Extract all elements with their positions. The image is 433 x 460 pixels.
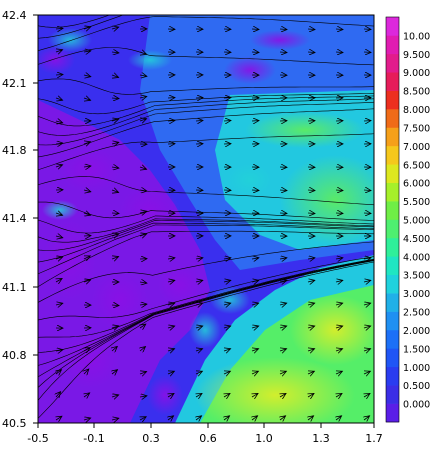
wind-arrow <box>168 121 175 122</box>
colorbar-swatch <box>386 201 399 220</box>
colorbar-swatch <box>386 330 399 349</box>
colorbar-swatch <box>386 146 399 165</box>
colorbar-label: 6.500 <box>403 160 430 171</box>
x-tick-label: 0.6 <box>199 432 217 445</box>
colorbar-swatch <box>386 293 399 312</box>
y-tick-label: 41.1 <box>2 281 27 294</box>
colorbar-swatch <box>386 220 399 239</box>
colorbar-label: 4.000 <box>403 252 430 263</box>
colorbar-label: 3.500 <box>403 271 430 282</box>
colorbar-label: 8.500 <box>403 87 430 98</box>
colorbar-label: 2.000 <box>403 326 430 337</box>
field-low-patch <box>60 148 120 192</box>
colorbar-label: 8.000 <box>403 105 430 116</box>
field-east-peak <box>290 295 380 365</box>
field-mid-patch <box>128 50 172 70</box>
x-tick-label: 1.3 <box>312 432 330 445</box>
colorbar-label: 9.000 <box>403 68 430 79</box>
wind-arrow <box>308 52 315 53</box>
colorbar-label: 2.500 <box>403 308 430 319</box>
field-mid-patch <box>42 200 78 220</box>
colorbar-swatch <box>386 275 399 294</box>
colorbar-label: 1.500 <box>403 344 430 355</box>
colorbar-label: 7.000 <box>403 142 430 153</box>
colorbar-swatch <box>386 367 399 386</box>
field-low-patch <box>158 265 202 305</box>
field-jet-north <box>245 112 365 148</box>
colorbar-label: 7.500 <box>403 123 430 134</box>
colorbar-swatch <box>386 35 399 54</box>
colorbar-swatch <box>386 238 399 257</box>
colorbar: 0.000 0.500 1.000 1.500 2.000 2.500 3.000 3.500… <box>386 17 430 422</box>
field-mid-patch <box>189 312 221 348</box>
colorbar-swatch <box>386 312 399 331</box>
colorbar-swatch <box>386 54 399 73</box>
field-low-patch <box>250 30 310 50</box>
wind-arrow <box>224 121 231 122</box>
y-tick-label: 41.4 <box>2 212 27 225</box>
field-mid-patch <box>228 164 272 196</box>
x-tick-label: 1.0 <box>255 432 273 445</box>
x-tick-label: 1.7 <box>365 432 383 445</box>
colorbar-label: 0.000 <box>403 400 430 411</box>
wind-arrow <box>364 190 371 191</box>
wind-arrow <box>280 29 287 30</box>
colorbar-swatch <box>386 404 399 423</box>
wind-arrow <box>280 190 287 191</box>
colorbar-swatch <box>386 91 399 110</box>
y-tick-label: 40.5 <box>2 417 27 430</box>
wind-arrow <box>308 213 315 214</box>
wind-arrow <box>308 29 315 30</box>
wind-arrow <box>336 52 343 53</box>
colorbar-label: 1.000 <box>403 363 430 374</box>
colorbar-label: 5.500 <box>403 197 430 208</box>
x-axis: -0.5 -0.1 0.3 0.6 1.0 1.3 1.7 <box>27 423 382 445</box>
wind-arrow <box>336 29 343 30</box>
colorbar-swatch <box>386 256 399 275</box>
field-southeast-peak <box>195 357 355 433</box>
y-tick-label: 42.1 <box>2 77 27 90</box>
colorbar-label: 6.000 <box>403 179 430 190</box>
colorbar-swatch <box>386 348 399 367</box>
field-low-patch <box>224 56 276 84</box>
colorbar-label: 10.00 <box>403 31 430 42</box>
colorbar-label: 9.500 <box>403 50 430 61</box>
field-low-patch <box>60 332 120 388</box>
colorbar-label: 4.500 <box>403 234 430 245</box>
x-tick-label: 0.3 <box>142 432 160 445</box>
y-tick-label: 42.4 <box>2 9 27 22</box>
colorbar-swatch <box>386 17 399 36</box>
field-mid-patch <box>210 286 250 314</box>
x-tick-label: -0.1 <box>83 432 104 445</box>
colorbar-label: 5.000 <box>403 216 430 227</box>
x-tick-label: -0.5 <box>27 432 48 445</box>
wind-arrow <box>280 52 287 53</box>
wind-arrow <box>56 75 63 76</box>
field-low-patch <box>147 375 183 415</box>
colorbar-swatch <box>386 164 399 183</box>
y-tick-label: 40.8 <box>2 349 27 362</box>
colorbar-swatch <box>386 72 399 91</box>
wind-field <box>35 15 390 433</box>
y-axis: 40.5 40.8 41.1 41.4 41.8 42.1 42.4 <box>2 9 38 430</box>
field-mid-patch <box>48 28 92 52</box>
colorbar-swatch <box>386 127 399 146</box>
wind-arrow <box>308 190 315 191</box>
colorbar-swatch <box>386 385 399 404</box>
colorbar-swatch <box>386 183 399 202</box>
colorbar-label: 0.500 <box>403 381 430 392</box>
colorbar-swatch <box>386 109 399 128</box>
y-tick-label: 41.8 <box>2 144 27 157</box>
colorbar-label: 3.000 <box>403 289 430 300</box>
wind-arrow <box>336 190 343 191</box>
